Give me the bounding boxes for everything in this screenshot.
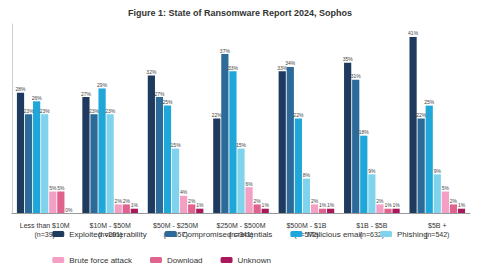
svg-text:2%: 2% [188,198,196,204]
svg-text:Less than $10M: Less than $10M [20,222,70,229]
svg-text:0%: 0% [65,207,73,213]
svg-text:6%: 6% [245,181,253,187]
svg-text:$1B - $5B: $1B - $5B [356,222,387,229]
svg-text:$50M - $250M: $50M - $250M [153,222,198,229]
svg-text:37%: 37% [220,48,231,54]
svg-text:9%: 9% [368,168,376,174]
svg-text:33%: 33% [277,64,288,71]
svg-text:33%: 33% [228,65,239,71]
svg-text:29%: 29% [97,82,108,88]
svg-text:41%: 41% [408,30,419,36]
svg-text:27%: 27% [81,91,92,97]
svg-text:5%: 5% [49,185,57,191]
svg-text:9%: 9% [434,168,442,174]
svg-text:1%: 1% [384,202,392,208]
svg-text:Phishing: Phishing [397,230,428,239]
svg-text:18%: 18% [359,129,370,135]
svg-text:5%: 5% [442,185,450,191]
svg-text:5%: 5% [57,185,65,191]
svg-text:27%: 27% [154,91,165,97]
svg-text:1%: 1% [392,202,400,208]
svg-text:1%: 1% [319,202,327,208]
svg-text:1%: 1% [327,202,335,208]
svg-text:1%: 1% [458,202,466,208]
svg-text:8%: 8% [303,172,311,178]
svg-text:$5B +: $5B + [428,222,447,229]
svg-text:23%: 23% [105,108,116,114]
svg-text:2%: 2% [376,198,384,204]
svg-text:2%: 2% [311,198,319,204]
svg-text:(n=542): (n=542) [425,231,449,239]
svg-text:$250M - $500M: $250M - $500M [216,222,265,229]
svg-text:Unknown: Unknown [238,256,271,265]
svg-text:32%: 32% [146,69,157,75]
svg-text:2%: 2% [254,198,262,204]
svg-text:25%: 25% [424,99,435,105]
svg-text:15%: 15% [236,142,247,148]
svg-text:26%: 26% [32,95,43,101]
svg-text:$500M - $1B: $500M - $1B [286,222,326,229]
svg-text:Exploited vulnerability: Exploited vulnerability [69,230,146,239]
svg-text:Download: Download [167,256,203,265]
svg-text:23%: 23% [89,108,100,114]
svg-text:22%: 22% [293,112,304,118]
svg-text:34%: 34% [285,60,296,66]
svg-text:(n=39): (n=39) [34,231,54,239]
svg-text:(n=557): (n=557) [163,231,188,238]
svg-text:Compromised credentials: Compromised credentials [182,230,273,239]
svg-text:1%: 1% [196,202,204,208]
svg-text:28%: 28% [16,86,27,92]
svg-text:2%: 2% [450,198,458,204]
svg-text:23%: 23% [24,108,35,114]
svg-text:Malicious email: Malicious email [307,230,362,239]
svg-text:Figure 1: State of Ransomware: Figure 1: State of Ransomware Report 202… [128,8,352,18]
svg-text:22%: 22% [212,112,223,118]
svg-text:15%: 15% [171,142,182,148]
svg-text:23%: 23% [40,108,51,114]
svg-text:35%: 35% [343,56,354,62]
svg-text:1%: 1% [131,202,139,208]
svg-text:4%: 4% [180,189,188,195]
svg-text:1%: 1% [262,202,270,208]
svg-text:22%: 22% [416,112,427,118]
svg-text:$10M - $50M: $10M - $50M [90,222,131,229]
svg-text:25%: 25% [162,99,173,105]
svg-text:2%: 2% [115,198,123,204]
svg-text:(n=632): (n=632) [359,231,384,238]
svg-text:31%: 31% [351,73,362,79]
svg-text:Brute force attack: Brute force attack [69,256,133,265]
svg-text:2%: 2% [123,198,131,204]
